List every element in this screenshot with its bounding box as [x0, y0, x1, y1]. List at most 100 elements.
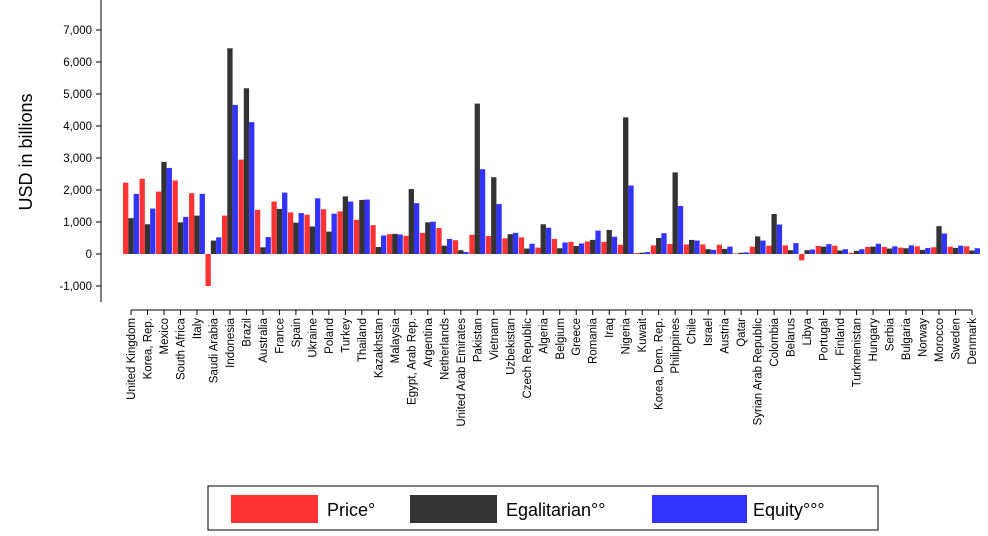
bar	[606, 230, 612, 254]
bar	[194, 215, 200, 254]
bar	[265, 237, 271, 254]
bar	[865, 246, 871, 254]
bar	[634, 253, 640, 254]
x-tick-label: Malaysia	[390, 317, 402, 363]
bar	[601, 241, 607, 254]
x-tick-label: Pakistan	[472, 318, 484, 362]
bar	[342, 196, 349, 254]
bar	[331, 213, 337, 254]
x-tick-label: Belarus	[786, 318, 798, 357]
bar	[557, 248, 563, 254]
bar	[425, 222, 431, 254]
bar	[842, 249, 849, 254]
x-tick-label: Turkmenistan	[852, 318, 864, 387]
bar	[419, 232, 426, 254]
x-tick-label: Austria	[720, 317, 732, 353]
bar	[875, 243, 882, 254]
bar	[227, 48, 233, 254]
bars-layer	[123, 48, 980, 286]
bar	[870, 246, 876, 254]
bar	[260, 247, 266, 254]
bar	[408, 189, 414, 254]
bar	[776, 224, 783, 254]
bar	[771, 214, 777, 254]
x-tick-label: Spain	[291, 318, 303, 347]
bar	[370, 225, 376, 254]
bar	[947, 246, 953, 254]
bar	[161, 161, 167, 254]
bar	[898, 247, 904, 254]
bar	[837, 250, 843, 254]
y-tick-label: 6,000	[63, 57, 92, 69]
bar	[964, 246, 970, 254]
x-tick-label: Algeria	[538, 317, 550, 353]
x-tick-label: France	[274, 318, 286, 354]
bar	[749, 246, 755, 254]
bar	[804, 250, 810, 254]
bar	[238, 159, 244, 254]
bar	[474, 103, 480, 254]
bar	[458, 250, 464, 254]
x-tick-label: Uzbekistan	[505, 318, 517, 375]
bar	[381, 235, 387, 254]
bar	[672, 172, 678, 254]
legend-swatch-egalitarian	[410, 495, 497, 523]
x-tick-label: Kazakhstan	[373, 318, 385, 378]
bar	[656, 238, 662, 254]
bar	[562, 242, 568, 254]
bar	[479, 169, 486, 254]
legend-label-price: Price°	[327, 500, 375, 520]
y-tick-label: 5,000	[63, 89, 92, 101]
bar	[512, 232, 519, 254]
x-tick-label: Netherlands	[439, 318, 451, 380]
x-tick-label: Thailand	[357, 318, 369, 362]
x-tick-label: Turkey	[340, 318, 352, 353]
bar	[617, 244, 624, 254]
bar	[403, 235, 409, 254]
bar	[595, 230, 601, 254]
bar	[832, 245, 838, 254]
bar	[189, 193, 195, 254]
x-tick-label: Chile	[687, 318, 699, 344]
bar	[386, 234, 393, 254]
bar	[809, 249, 816, 254]
bar	[738, 252, 744, 254]
bar	[326, 231, 332, 254]
bar	[348, 201, 354, 254]
bar	[144, 224, 151, 254]
x-tick-label: Syrian Arab Republic	[753, 318, 765, 426]
bar	[892, 246, 898, 254]
legend: Price° Egalitarian°° Equity°°°	[207, 485, 879, 531]
bar	[271, 201, 277, 254]
bar	[496, 204, 502, 254]
bar	[623, 117, 629, 254]
bar	[826, 244, 832, 254]
x-tick-label: Belgium	[555, 318, 567, 360]
bar	[815, 246, 821, 254]
bar	[733, 253, 739, 254]
bar	[359, 199, 365, 254]
axes: -1,000 0 1,000 2,000 3,000 4,000 5,000 6,000 7,0…	[59, 0, 979, 427]
bar	[766, 245, 772, 254]
bar	[320, 209, 327, 254]
bar	[545, 227, 552, 254]
bar	[760, 240, 766, 254]
y-tick-label: 2,000	[63, 185, 92, 197]
bar	[628, 185, 634, 254]
bar	[529, 243, 535, 254]
bar	[793, 243, 799, 254]
x-tick-label: Sweden	[951, 318, 963, 360]
y-tick-label: -1,000	[59, 281, 92, 293]
x-tick-label: Finland	[835, 318, 847, 356]
bar	[304, 214, 310, 254]
bar	[667, 244, 673, 254]
bar	[689, 239, 695, 254]
bar	[205, 254, 211, 286]
bar	[644, 252, 651, 254]
bar	[694, 240, 700, 254]
x-tick-label: Portugal	[819, 318, 831, 361]
bar	[584, 241, 591, 254]
bar	[430, 221, 436, 254]
bar	[925, 247, 931, 254]
bar	[859, 249, 865, 254]
